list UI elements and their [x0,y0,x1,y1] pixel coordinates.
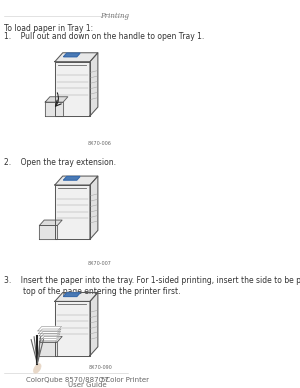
Polygon shape [55,293,98,301]
Polygon shape [38,327,61,331]
Polygon shape [90,53,98,116]
Polygon shape [39,331,61,336]
Polygon shape [64,53,80,57]
Text: To load paper in Tray 1:: To load paper in Tray 1: [4,24,94,33]
Polygon shape [45,102,63,116]
Polygon shape [45,97,68,102]
Text: 8X70-090: 8X70-090 [88,365,112,370]
Text: 8X70-006: 8X70-006 [88,141,112,146]
Polygon shape [40,225,57,239]
Polygon shape [90,176,98,239]
Polygon shape [40,342,57,356]
Polygon shape [64,293,80,296]
Text: Printing: Printing [100,12,129,20]
Text: 3.    Insert the paper into the tray. For 1-sided printing, insert the side to b: 3. Insert the paper into the tray. For 1… [4,276,300,296]
Text: 8X70-007: 8X70-007 [88,262,112,266]
Polygon shape [55,185,90,239]
Polygon shape [55,301,90,356]
Text: ColorQube 8570/8870 Color Printer: ColorQube 8570/8870 Color Printer [26,377,149,383]
Text: 1.    Pull out and down on the handle to open Tray 1.: 1. Pull out and down on the handle to op… [4,31,205,41]
Polygon shape [40,220,62,225]
Polygon shape [40,336,62,342]
Polygon shape [55,176,98,185]
Polygon shape [64,177,80,180]
Polygon shape [90,293,98,356]
Polygon shape [55,53,98,62]
Polygon shape [40,336,60,341]
Polygon shape [40,334,60,338]
Text: User Guide: User Guide [68,382,107,388]
Polygon shape [38,329,61,333]
Polygon shape [55,62,90,116]
Ellipse shape [34,364,41,373]
Text: 2.    Open the tray extension.: 2. Open the tray extension. [4,158,116,167]
Text: 57: 57 [101,377,110,383]
